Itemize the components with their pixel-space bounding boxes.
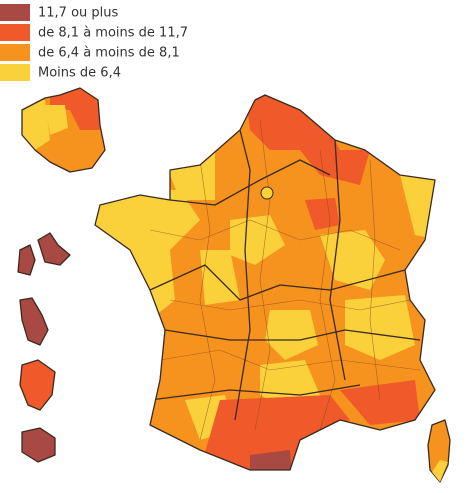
legend-label: de 8,1 à moins de 11,7 (38, 26, 188, 41)
area (305, 198, 340, 230)
area (245, 95, 370, 185)
area (200, 395, 350, 470)
legend-swatch (0, 64, 30, 81)
area (160, 150, 215, 200)
legend-label: 11,7 ou plus (38, 6, 119, 21)
corse-sud (432, 460, 448, 482)
area (340, 380, 420, 425)
border (21, 87, 106, 173)
area (45, 105, 68, 135)
paris (260, 186, 274, 200)
reunion (21, 427, 56, 463)
area (22, 100, 50, 150)
guyane (19, 359, 56, 411)
area (345, 295, 415, 360)
border (94, 94, 436, 471)
metropole (95, 95, 435, 470)
legend-swatch (0, 44, 30, 61)
legend-swatch (0, 4, 30, 21)
legend-label: Moins de 6,4 (38, 66, 121, 81)
guadeloupe (17, 232, 71, 276)
area (400, 175, 435, 240)
legend: 11,7 ou plus de 8,1 à moins de 11,7 de 6,4… (0, 4, 188, 81)
martinique (19, 297, 49, 346)
area (250, 450, 292, 470)
area (200, 250, 240, 305)
legend-label: de 6,4 à moins de 8,1 (38, 46, 180, 61)
area (230, 215, 285, 265)
legend-swatch (0, 24, 30, 41)
area (265, 310, 318, 360)
